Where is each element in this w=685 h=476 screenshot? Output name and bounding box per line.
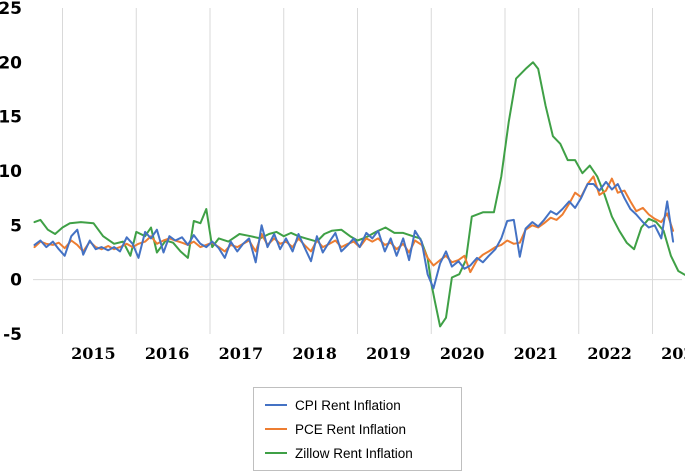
y-tick-label: -5 <box>3 325 22 345</box>
x-tick-label: 2021 <box>514 344 559 363</box>
x-tick-label: 2018 <box>292 344 337 363</box>
y-tick-label: 5 <box>10 216 22 236</box>
x-tick-label: 2017 <box>219 344 264 363</box>
y-tick-label: 25 <box>0 0 22 19</box>
series-line-cpi-rent-inflation <box>33 180 675 290</box>
x-tick-label: 2022 <box>587 344 632 363</box>
y-axis-ticks: 25 20 15 10 5 0 -5 <box>0 0 22 345</box>
legend-item-cpi: CPI Rent Inflation <box>265 395 401 415</box>
chart-legend: CPI Rent Inflation PCE Rent Inflation Zi… <box>253 387 462 471</box>
legend-item-zillow: Zillow Rent Inflation <box>265 443 413 463</box>
series-line-pce-rent-inflation <box>33 175 675 274</box>
legend-label-cpi: CPI Rent Inflation <box>295 397 401 413</box>
y-tick-label: 15 <box>0 108 22 128</box>
y-tick-label: 10 <box>0 162 22 182</box>
gridlines <box>33 8 682 334</box>
legend-swatch-cpi <box>265 404 287 406</box>
x-tick-label: 2020 <box>440 344 485 363</box>
x-tick-label: 2015 <box>71 344 116 363</box>
x-tick-label: 2019 <box>366 344 411 363</box>
x-tick-label: 2016 <box>145 344 190 363</box>
y-tick-label: 20 <box>0 53 22 73</box>
legend-label-pce: PCE Rent Inflation <box>295 421 407 437</box>
series-line-zillow-rent-inflation <box>33 61 685 328</box>
y-tick-label: 0 <box>10 271 22 291</box>
legend-swatch-pce <box>265 428 287 430</box>
legend-label-zillow: Zillow Rent Inflation <box>295 445 413 461</box>
x-axis-ticks: 2015 2016 2017 2018 2019 2020 2021 2022 2023 <box>71 344 685 363</box>
x-tick-label: 2023 <box>661 344 685 363</box>
series-lines <box>33 61 685 328</box>
legend-item-pce: PCE Rent Inflation <box>265 419 406 439</box>
legend-swatch-zillow <box>265 452 287 454</box>
